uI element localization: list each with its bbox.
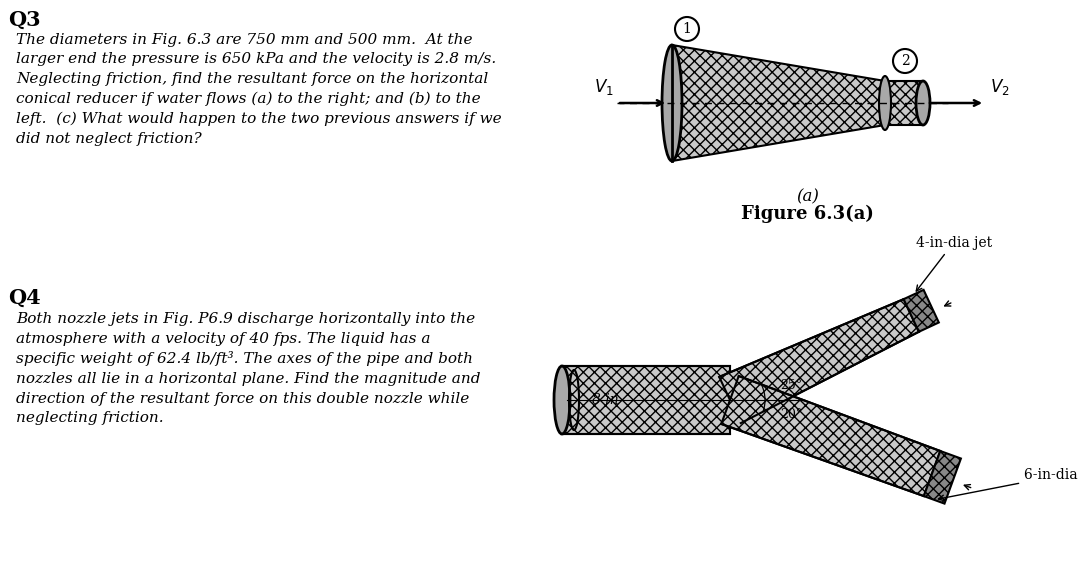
- Polygon shape: [719, 299, 919, 423]
- Polygon shape: [904, 290, 939, 332]
- Text: 20°: 20°: [780, 408, 802, 421]
- Bar: [885, 81, 923, 125]
- Ellipse shape: [916, 81, 930, 125]
- Text: The diameters in Fig. 6.3 are 750 mm and 500 mm.  At the
larger end the pressure: The diameters in Fig. 6.3 are 750 mm and…: [16, 33, 501, 146]
- Text: $V_1$: $V_1$: [594, 77, 615, 97]
- Text: 6-in-dia jet: 6-in-dia jet: [939, 468, 1080, 501]
- Polygon shape: [923, 451, 961, 504]
- Text: $V_2$: $V_2$: [990, 77, 1010, 97]
- Text: 2: 2: [901, 54, 909, 68]
- Text: 8 in: 8 in: [592, 393, 619, 407]
- Text: 4-in-dia jet: 4-in-dia jet: [916, 236, 991, 291]
- Ellipse shape: [662, 45, 681, 161]
- Text: Both nozzle jets in Fig. P6.9 discharge horizontally into the
atmosphere with a : Both nozzle jets in Fig. P6.9 discharge …: [16, 312, 481, 425]
- Text: 25°: 25°: [780, 379, 802, 392]
- Text: 1: 1: [683, 22, 691, 36]
- Ellipse shape: [554, 366, 570, 434]
- Bar: [562, 366, 730, 434]
- Text: Q4: Q4: [8, 288, 41, 308]
- Ellipse shape: [879, 76, 891, 130]
- Text: Figure 6.3(a): Figure 6.3(a): [741, 205, 874, 223]
- Text: Q3: Q3: [8, 10, 41, 30]
- Polygon shape: [672, 45, 885, 161]
- Polygon shape: [721, 376, 941, 496]
- Text: (a): (a): [796, 188, 819, 205]
